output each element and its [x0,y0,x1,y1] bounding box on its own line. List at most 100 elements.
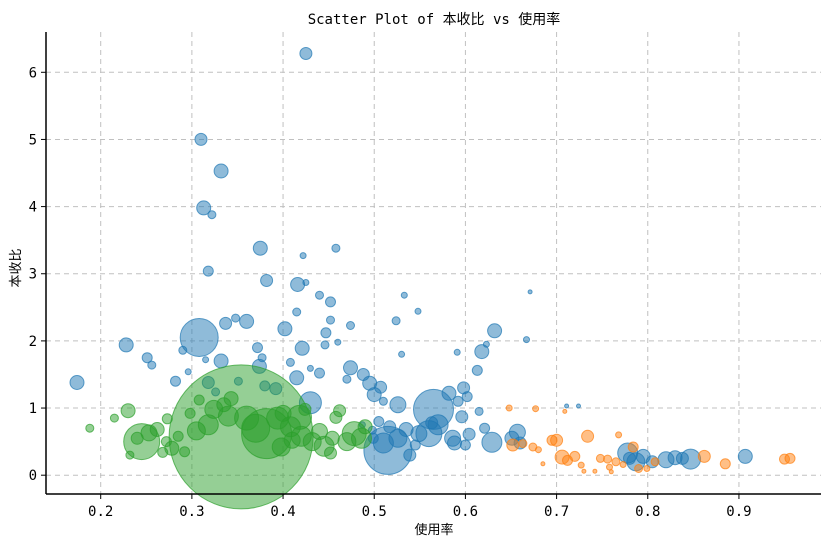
data-point-series-1 [179,318,219,357]
data-point-series-3 [324,446,337,460]
data-point-series-1 [299,47,313,60]
data-point-series-3 [357,419,373,435]
data-point-series-1 [343,360,358,376]
y-tick-label: 5 [29,132,37,148]
data-point-series-1 [425,416,439,430]
data-point-series-2 [534,446,542,454]
data-point-series-1 [366,387,382,403]
data-point-series-1 [69,375,85,390]
data-point-series-1 [378,396,388,406]
data-point-series-1 [400,291,408,299]
data-point-series-1 [260,274,274,287]
data-point-series-1 [474,406,484,416]
data-point-series-1 [325,296,336,308]
data-point-series-3 [85,423,95,433]
data-point-series-3 [333,404,347,418]
x-tick-label: 0.6 [453,504,478,520]
data-point-series-3 [179,446,191,458]
y-tick-label: 4 [29,200,37,216]
data-point-series-3 [274,404,292,422]
data-point-series-3 [120,403,136,419]
data-point-series-1 [315,290,324,300]
data-point-series-1 [471,364,483,376]
data-point-series-2 [608,469,614,475]
data-point-series-1 [564,403,570,409]
data-point-series-1 [196,200,212,216]
data-point-series-1 [461,391,473,403]
data-point-series-1 [277,321,293,337]
data-point-series-1 [326,315,335,325]
data-point-series-1 [202,356,210,364]
data-point-series-1 [409,439,421,451]
data-point-series-3 [160,436,172,448]
data-point-series-2 [581,429,595,443]
x-tick-label: 0.9 [726,504,751,520]
data-point-series-3 [193,394,205,406]
data-point-series-3 [109,413,119,423]
data-point-series-2 [619,461,627,468]
data-point-series-2 [569,450,581,462]
data-point-series-1 [219,316,233,330]
data-point-series-1 [623,451,636,465]
axes-layer: 0.2 0.3 0.4 0.5 0.6 0.7 0.8 0.9 0 1 2 3 4 5 6 [29,32,821,520]
data-point-series-1 [292,307,302,317]
data-point-series-2 [615,431,623,439]
data-point-series-3 [125,450,135,460]
data-point-series-1 [194,132,208,146]
x-tick-label: 0.7 [544,504,569,520]
data-point-series-2 [627,441,639,453]
data-point-series-1 [455,410,469,424]
data-point-series-1 [479,422,491,434]
data-point-series-1 [213,353,229,369]
data-point-series-1 [403,448,417,462]
data-point-series-1 [482,340,490,348]
data-point-series-3 [149,422,165,437]
data-point-series-1 [342,374,352,384]
data-point-series-1 [487,323,503,339]
data-point-series-1 [346,321,355,330]
data-point-series-2 [532,405,540,413]
data-point-series-2 [550,433,564,447]
data-point-series-1 [527,289,533,295]
data-point-series-1 [306,364,314,372]
data-point-series-1 [462,427,476,441]
data-point-series-2 [719,458,731,470]
data-point-series-3 [324,430,340,446]
y-tick-label: 1 [29,401,37,417]
x-tick-label: 0.2 [88,504,113,520]
data-point-series-1 [184,368,192,376]
data-point-series-1 [576,403,581,409]
data-point-series-1 [414,307,422,315]
data-point-series-3 [161,413,173,425]
data-point-series-1 [391,316,401,326]
y-tick-label: 3 [29,267,37,283]
data-point-series-2 [611,457,621,467]
data-point-series-2 [650,457,660,467]
data-point-series-1 [474,344,490,360]
data-point-series-1 [290,277,306,292]
data-point-series-2 [606,463,613,471]
data-point-series-1 [373,416,385,427]
data-point-series-2 [603,454,613,464]
data-point-series-2 [592,468,598,474]
data-point-series-2 [634,464,644,473]
data-point-series-2 [784,452,796,464]
data-point-series-2 [505,404,513,412]
data-point-series-1 [453,348,461,356]
data-point-series-1 [231,313,241,323]
data-point-series-1 [294,340,310,356]
x-tick-label: 0.5 [362,504,387,520]
data-point-series-1 [314,367,325,379]
data-point-series-3 [223,391,239,407]
y-axis-title: 本收比 [9,248,24,287]
data-point-series-2 [577,461,585,469]
data-point-series-1 [299,252,307,260]
data-point-series-2 [643,465,651,472]
data-point-series-1 [452,395,464,407]
data-point-series-2 [540,461,546,467]
y-tick-label: 2 [29,334,37,350]
data-point-series-1 [383,420,397,434]
data-point-series-1 [302,279,310,286]
